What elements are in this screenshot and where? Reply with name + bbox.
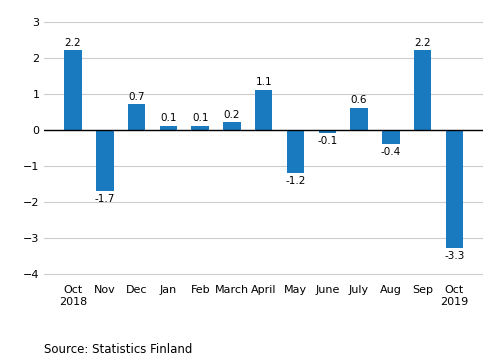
Bar	[255, 90, 273, 130]
Text: -0.1: -0.1	[317, 136, 337, 146]
Text: 0.2: 0.2	[224, 109, 240, 120]
Bar	[160, 126, 177, 130]
Text: -0.4: -0.4	[381, 147, 401, 157]
Bar	[223, 122, 241, 130]
Text: 0.1: 0.1	[160, 113, 176, 123]
Bar	[414, 50, 431, 130]
Bar	[446, 130, 463, 248]
Text: 2.2: 2.2	[414, 37, 431, 48]
Text: 0.6: 0.6	[351, 95, 367, 105]
Bar	[351, 108, 368, 130]
Text: 1.1: 1.1	[255, 77, 272, 87]
Bar	[191, 126, 209, 130]
Text: -1.7: -1.7	[95, 194, 115, 204]
Bar	[96, 130, 113, 191]
Bar	[128, 104, 145, 130]
Text: 0.1: 0.1	[192, 113, 209, 123]
Text: 0.7: 0.7	[128, 91, 145, 102]
Text: -1.2: -1.2	[285, 176, 306, 186]
Bar	[318, 130, 336, 133]
Bar	[64, 50, 82, 130]
Bar	[382, 130, 400, 144]
Bar	[287, 130, 304, 173]
Text: -3.3: -3.3	[444, 251, 464, 261]
Text: 2.2: 2.2	[65, 37, 81, 48]
Text: Source: Statistics Finland: Source: Statistics Finland	[44, 343, 193, 356]
